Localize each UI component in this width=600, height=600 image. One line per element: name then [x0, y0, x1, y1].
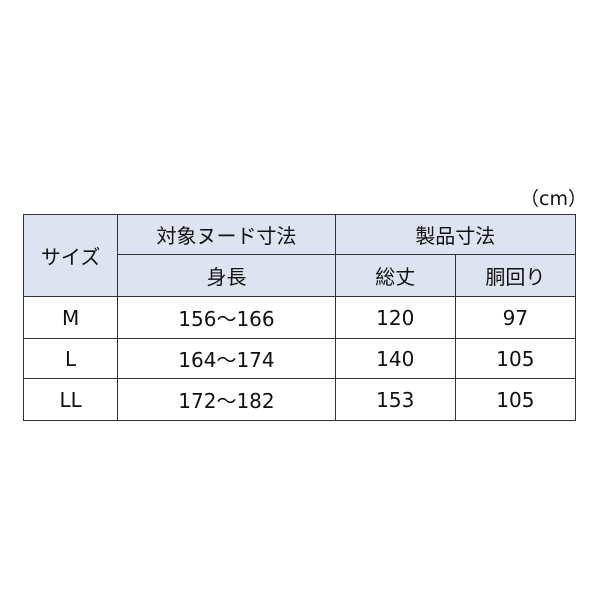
header-size: サイズ [22, 214, 119, 297]
cell-height: 172〜182 [117, 378, 336, 421]
cell-height: 156〜166 [117, 296, 336, 339]
header-height: 身長 [117, 254, 336, 297]
cell-waist: 105 [454, 378, 577, 421]
cell-size: M [22, 296, 119, 339]
cell-height: 164〜174 [117, 338, 336, 379]
cell-length: 120 [334, 296, 456, 339]
cell-size: LL [22, 378, 119, 421]
cell-waist: 97 [454, 296, 577, 339]
cell-length: 140 [334, 338, 456, 379]
header-row-2: 身長 総丈 胴回り [24, 254, 577, 297]
size-table: サイズ 対象ヌード寸法 製品寸法 身長 総丈 胴回り M 156〜166 120… [22, 214, 577, 421]
header-waist: 胴回り [454, 254, 577, 297]
header-row-1: サイズ 対象ヌード寸法 製品寸法 [22, 214, 577, 297]
cell-size: L [22, 338, 119, 379]
header-length: 総丈 [334, 254, 456, 297]
table-row: LL 172〜182 153 105 [22, 378, 577, 421]
header-nude-group: 対象ヌード寸法 [117, 214, 336, 255]
cell-waist: 105 [454, 338, 577, 379]
cell-length: 153 [334, 378, 456, 421]
table-row: M 156〜166 120 97 [22, 296, 577, 339]
header-product-group: 製品寸法 [334, 214, 577, 255]
table-row: L 164〜174 140 105 [22, 338, 577, 379]
unit-label: （cm） [520, 188, 587, 210]
